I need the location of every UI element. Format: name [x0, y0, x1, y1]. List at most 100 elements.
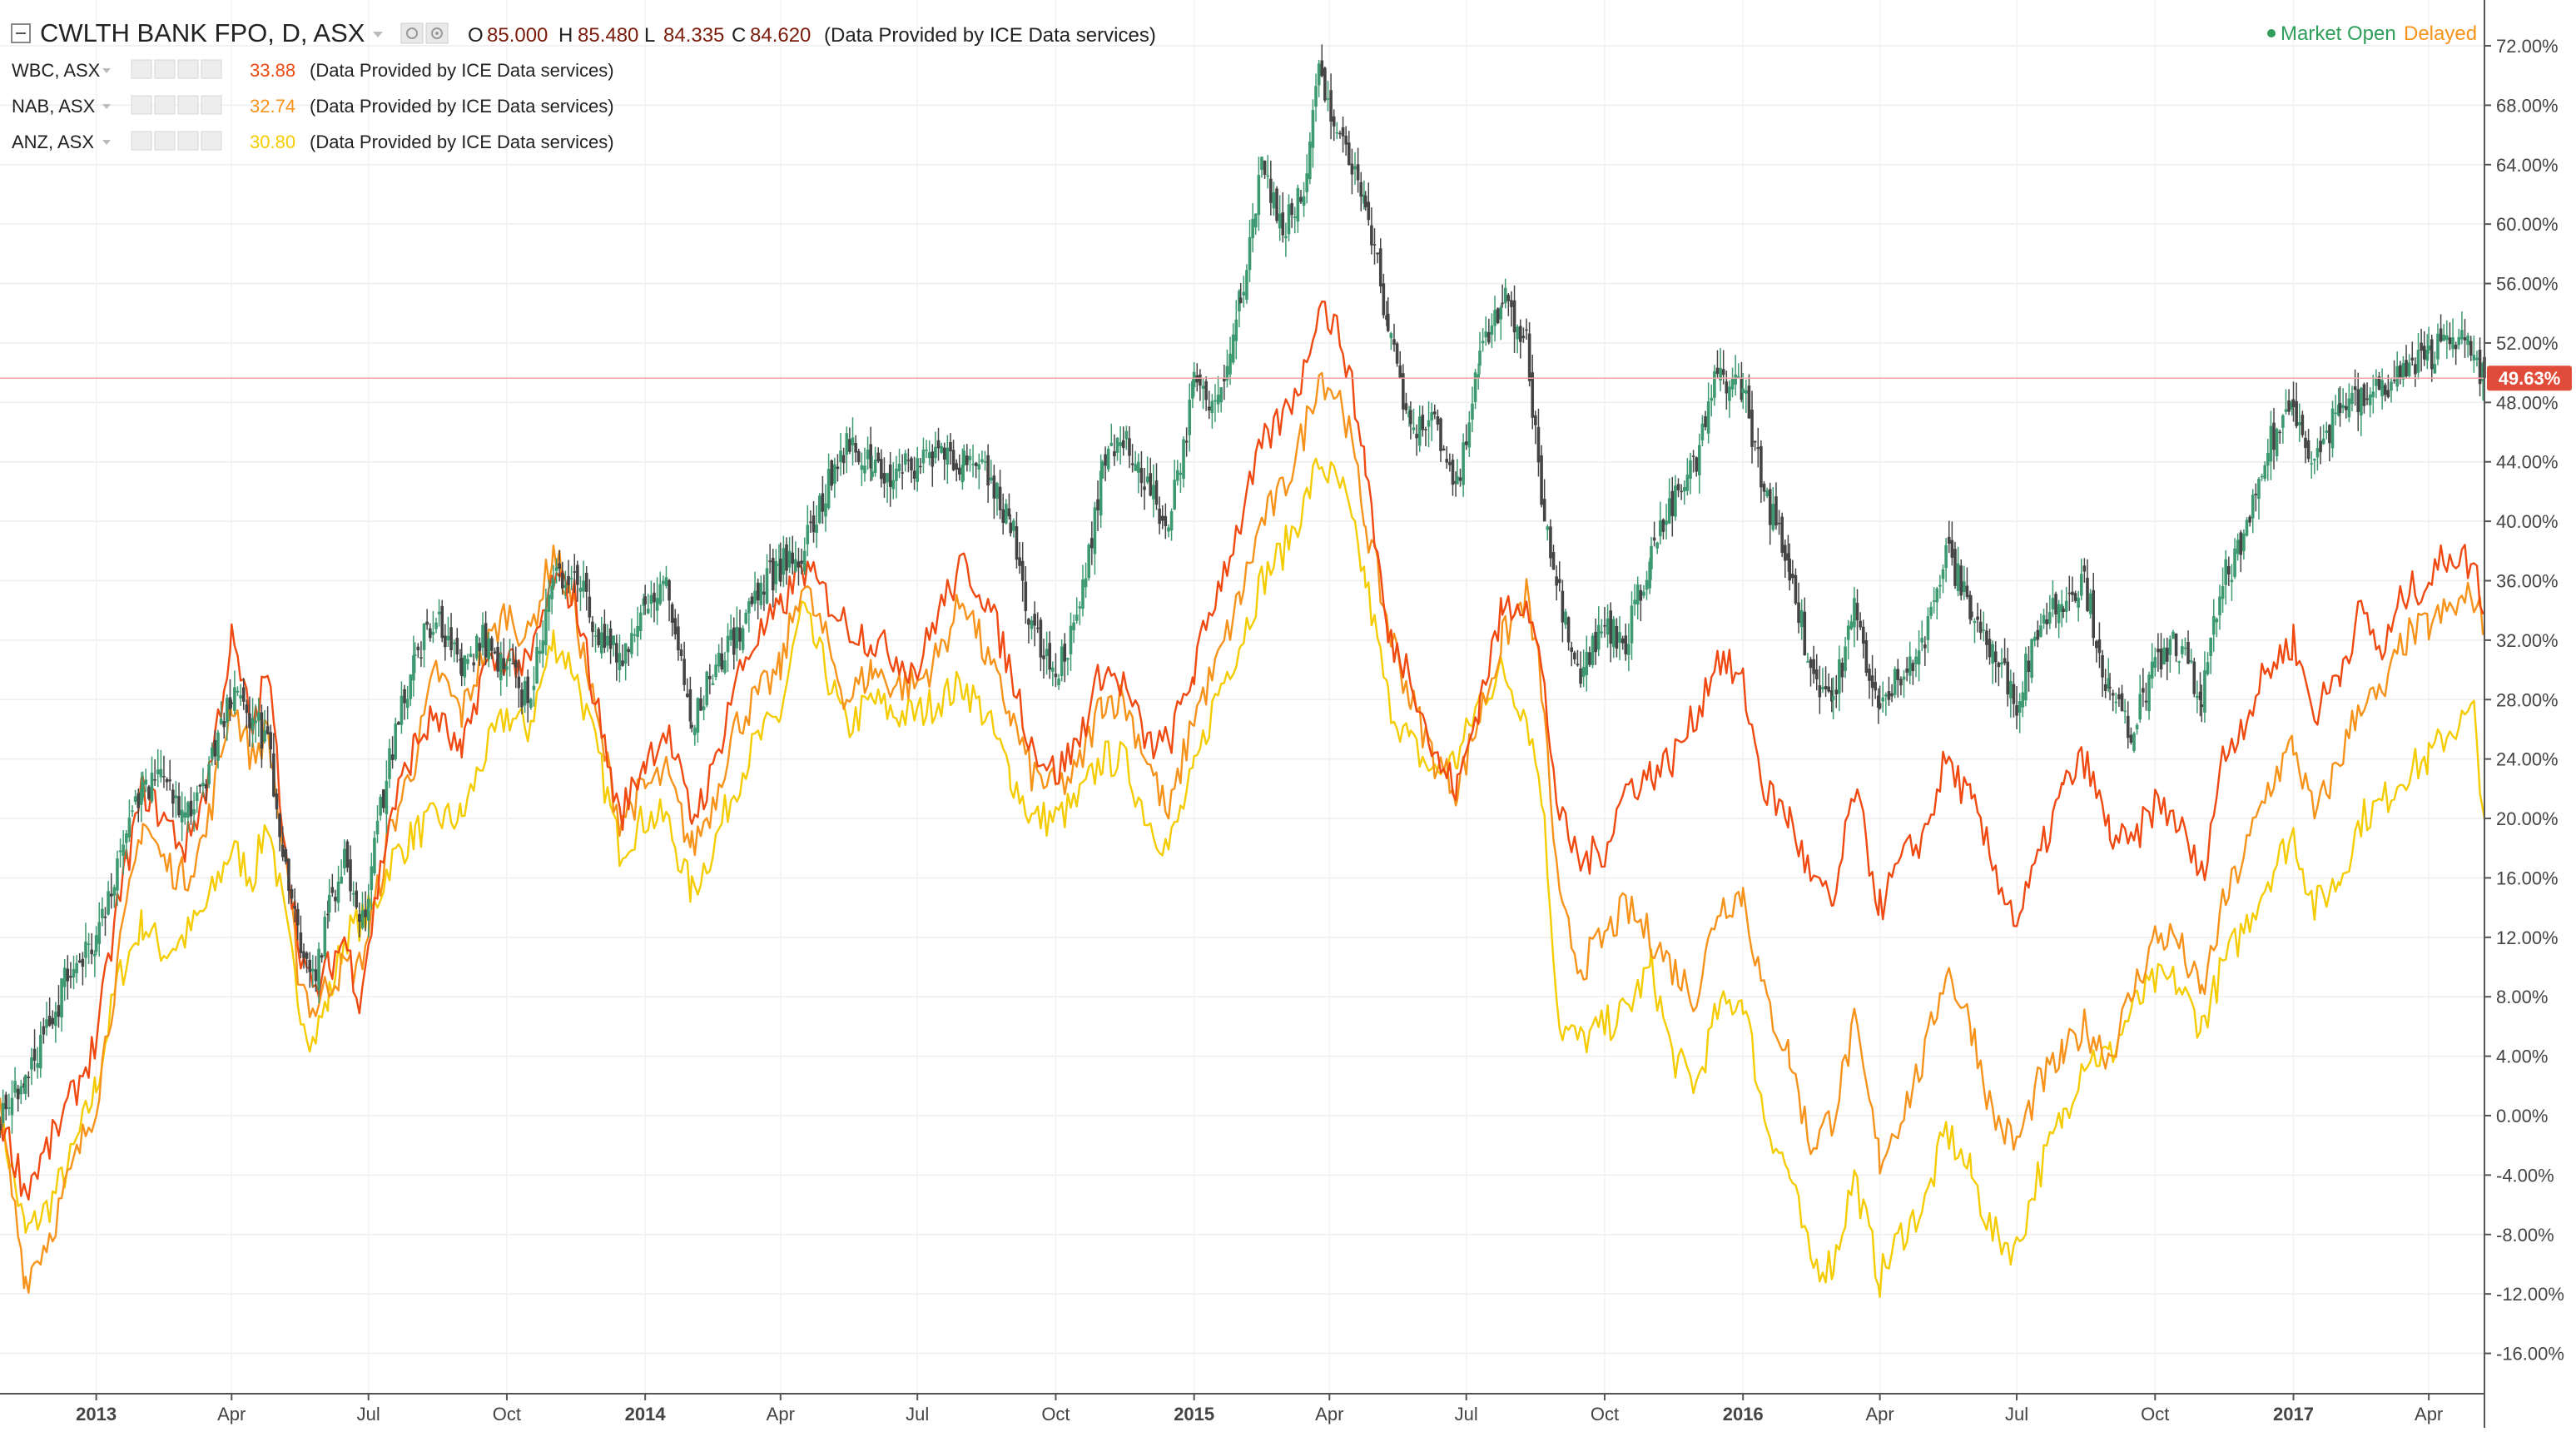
candle-body: [1341, 127, 1345, 137]
candle-body: [186, 802, 190, 818]
candle-body: [1765, 490, 1769, 497]
chevron-down-icon[interactable]: [102, 68, 111, 73]
candle-body: [390, 754, 395, 760]
legend-symbol[interactable]: ANZ, ASX: [12, 132, 94, 152]
candle-body: [112, 887, 117, 896]
candle-body: [2144, 700, 2148, 703]
eye-icon[interactable]: [400, 22, 424, 44]
candle-body: [2117, 694, 2121, 699]
legend-row-wbc[interactable]: WBC, ASX 33.88 (Data Provided by ICE Data …: [12, 59, 614, 81]
candle-body: [1238, 291, 1241, 311]
collapse-legend-button[interactable]: [11, 23, 31, 43]
candle-body: [738, 627, 742, 642]
candle-body: [45, 1019, 48, 1028]
candle-body: [2313, 459, 2316, 461]
candlestick-series[interactable]: [0, 44, 2486, 1139]
candle-body: [490, 638, 494, 651]
candle-body: [1579, 668, 1582, 684]
candle-body: [871, 471, 874, 478]
series-line-anz[interactable]: [0, 457, 2486, 1298]
close-icon[interactable]: [201, 131, 222, 151]
candle-body: [397, 722, 400, 725]
legend-row-nab[interactable]: NAB, ASX 32.74 (Data Provided by ICE Data …: [12, 95, 614, 117]
y-tick-label: 8.00%: [2496, 987, 2548, 1007]
candle-body: [162, 776, 166, 778]
candle-body: [1914, 656, 1918, 664]
candle-body: [342, 848, 346, 869]
candle-body: [778, 559, 782, 582]
candle-body: [1814, 669, 1819, 679]
candle-body: [16, 1088, 20, 1100]
price-axis[interactable]: 72.00% 68.00% 64.00% 60.00% 56.00% 52.00% 48.0…: [2484, 36, 2564, 1365]
candle-body: [649, 594, 653, 604]
close-icon[interactable]: [201, 95, 222, 115]
eye-icon[interactable]: [131, 59, 152, 79]
candle-body: [1985, 630, 1988, 645]
plus-icon[interactable]: [177, 95, 199, 115]
candle-body: [1721, 369, 1725, 375]
gear-icon[interactable]: [425, 22, 449, 44]
candle-body: [1997, 663, 2001, 668]
time-axis[interactable]: 2013 Apr Jul Oct 2014 Apr Jul Oct 2015 Apr Jul Oct 2…: [76, 1394, 2443, 1425]
candle-body: [1624, 635, 1628, 654]
candle-body: [449, 627, 453, 651]
chevron-down-icon[interactable]: [102, 104, 111, 109]
series-line-nab[interactable]: [0, 371, 2486, 1294]
candle-body: [107, 891, 110, 915]
plus-icon[interactable]: [177, 59, 199, 79]
candle-body: [747, 601, 751, 614]
candle-body: [2003, 658, 2007, 664]
candle-body: [2012, 684, 2016, 704]
candle-body: [1700, 423, 1705, 440]
eye-icon[interactable]: [131, 95, 152, 115]
candle-body: [1710, 397, 1714, 401]
candle-body: [848, 439, 851, 452]
y-tick-label: 28.00%: [2496, 689, 2559, 710]
candle-body: [1421, 415, 1425, 430]
series-line-wbc[interactable]: [0, 301, 2485, 1201]
close-icon[interactable]: [201, 59, 222, 79]
legend-row-anz[interactable]: ANZ, ASX 30.80 (Data Provided by ICE Data …: [12, 131, 614, 152]
candle-body: [992, 475, 996, 499]
candle-body: [633, 634, 637, 636]
candle-body: [2021, 692, 2025, 708]
gear-icon[interactable]: [154, 95, 176, 115]
y-tick-label: 68.00%: [2496, 95, 2559, 116]
candle-body: [2375, 378, 2378, 386]
candle-body: [147, 786, 151, 799]
candle-body: [1409, 410, 1412, 425]
candle-body: [815, 525, 818, 534]
candle-body: [1372, 244, 1377, 246]
legend-symbol[interactable]: NAB, ASX: [12, 96, 96, 117]
candle-body: [615, 643, 618, 663]
gear-icon[interactable]: [154, 131, 176, 151]
candle-body: [409, 674, 413, 699]
plus-icon[interactable]: [177, 131, 199, 151]
chevron-down-icon[interactable]: [373, 32, 383, 37]
candle-body: [183, 812, 187, 818]
candle-body: [1454, 480, 1457, 485]
candle-body: [1594, 631, 1597, 653]
candle-body: [1386, 313, 1390, 331]
gear-icon[interactable]: [154, 59, 176, 79]
candle-body: [499, 654, 503, 681]
candle-body: [2000, 662, 2003, 665]
candle-body: [1973, 620, 1977, 624]
candle-body: [2233, 548, 2236, 577]
candle-body: [1269, 178, 1273, 203]
chevron-down-icon[interactable]: [102, 140, 111, 145]
main-symbol-title[interactable]: CWLTH BANK FPO, D, ASX: [40, 18, 365, 47]
candle-body: [1596, 624, 1601, 650]
candle-body: [1938, 584, 1942, 587]
candle-body: [428, 628, 432, 639]
legend-symbol[interactable]: WBC, ASX: [12, 60, 101, 81]
eye-icon[interactable]: [131, 131, 152, 151]
candle-body: [1093, 507, 1097, 554]
candle-body: [1407, 410, 1411, 418]
candle-body: [62, 967, 67, 987]
candle-body: [1680, 490, 1683, 493]
candle-body: [526, 676, 530, 704]
x-tick-label: 2013: [76, 1404, 117, 1425]
